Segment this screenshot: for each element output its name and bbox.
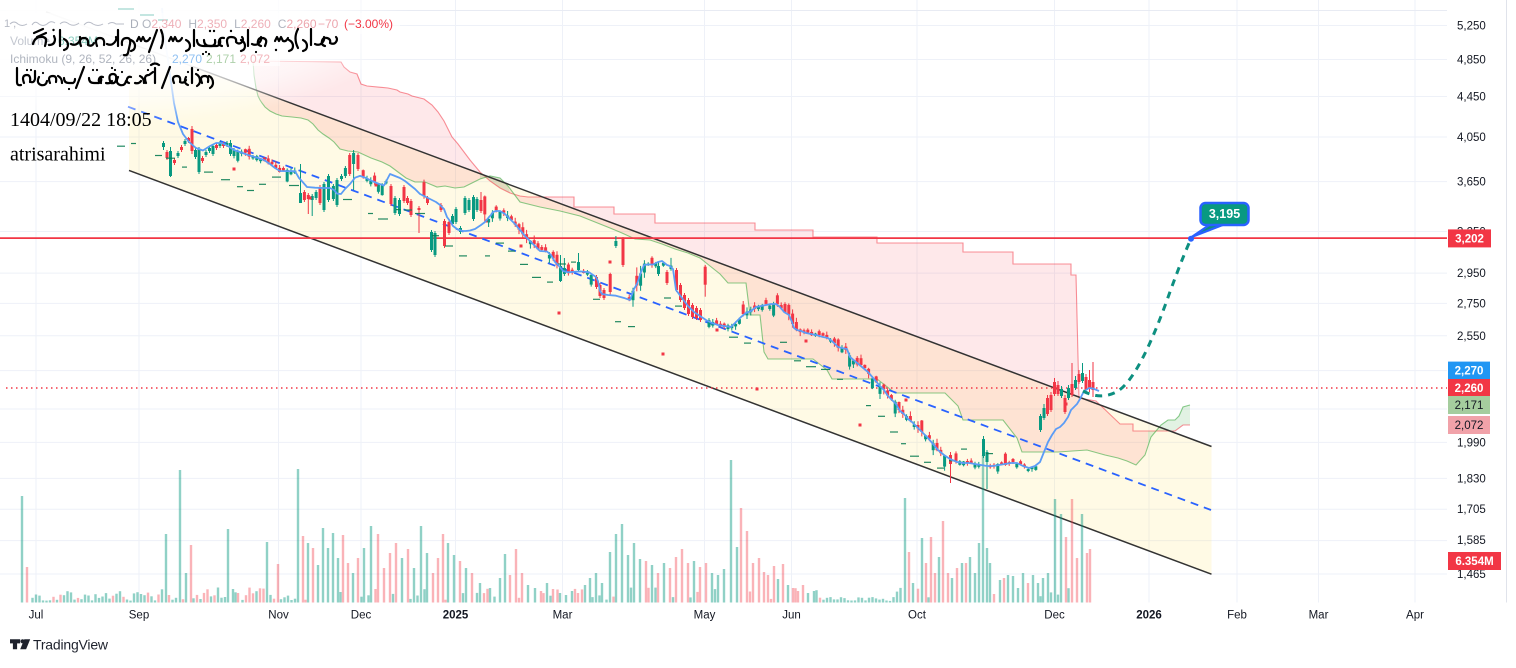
svg-text:4,850: 4,850 bbox=[1457, 55, 1486, 67]
svg-text:2,950: 2,950 bbox=[1457, 268, 1486, 280]
svg-text:2,171: 2,171 bbox=[1455, 400, 1484, 412]
svg-text:atrisarahimi: atrisarahimi bbox=[10, 144, 106, 166]
svg-text:2,260: 2,260 bbox=[1455, 383, 1484, 395]
svg-text:May: May bbox=[694, 610, 716, 622]
svg-text:4,450: 4,450 bbox=[1457, 92, 1486, 104]
svg-text:Jun: Jun bbox=[782, 610, 801, 622]
svg-text:Sep: Sep bbox=[129, 610, 149, 622]
svg-text:1404/09/22 18:05: 1404/09/22 18:05 bbox=[10, 109, 152, 131]
svg-text:1,830: 1,830 bbox=[1457, 473, 1486, 485]
svg-text:Dec: Dec bbox=[351, 610, 372, 622]
svg-text:Mar: Mar bbox=[1309, 610, 1329, 622]
svg-text:2026: 2026 bbox=[1136, 610, 1162, 622]
svg-text:1,990: 1,990 bbox=[1457, 437, 1486, 449]
svg-text:Ichimoku (9, 26, 52, 26, 26): Ichimoku (9, 26, 52, 26, 26) bbox=[10, 52, 156, 66]
svg-text:2,270: 2,270 bbox=[172, 52, 202, 66]
svg-text:2,171: 2,171 bbox=[206, 52, 236, 66]
svg-text:5,250: 5,250 bbox=[1457, 21, 1486, 33]
svg-text:TradingView: TradingView bbox=[33, 637, 109, 653]
svg-text:Jul: Jul bbox=[29, 610, 44, 622]
svg-text:Feb: Feb bbox=[1227, 610, 1247, 622]
svg-text:−70: −70 bbox=[318, 17, 339, 31]
svg-text:1,585: 1,585 bbox=[1457, 535, 1486, 547]
svg-text:3,195: 3,195 bbox=[1209, 207, 1240, 221]
svg-text:1 ,: 1 , bbox=[4, 18, 16, 30]
svg-text:Nov: Nov bbox=[268, 610, 289, 622]
svg-text:2,270: 2,270 bbox=[1455, 366, 1484, 378]
svg-text:Oct: Oct bbox=[908, 610, 927, 622]
svg-text:Dec: Dec bbox=[1044, 610, 1065, 622]
svg-text:(−3.00%): (−3.00%) bbox=[344, 17, 393, 31]
svg-text:3,202: 3,202 bbox=[1455, 233, 1484, 245]
svg-text:3,650: 3,650 bbox=[1457, 177, 1486, 189]
svg-text:2025: 2025 bbox=[443, 610, 469, 622]
svg-text:Apr: Apr bbox=[1406, 610, 1424, 622]
svg-text:2,072: 2,072 bbox=[1455, 420, 1484, 432]
svg-text:1,705: 1,705 bbox=[1457, 504, 1486, 516]
svg-text:2,550: 2,550 bbox=[1457, 331, 1486, 343]
svg-text:6.354M: 6.354M bbox=[1455, 556, 1493, 568]
svg-text:2,750: 2,750 bbox=[1457, 298, 1486, 310]
svg-text:2,072: 2,072 bbox=[240, 52, 270, 66]
svg-text:1,465: 1,465 bbox=[1457, 569, 1486, 581]
svg-text:Mar: Mar bbox=[553, 610, 573, 622]
svg-text:4,050: 4,050 bbox=[1457, 132, 1486, 144]
svg-text:D: D bbox=[130, 17, 139, 31]
